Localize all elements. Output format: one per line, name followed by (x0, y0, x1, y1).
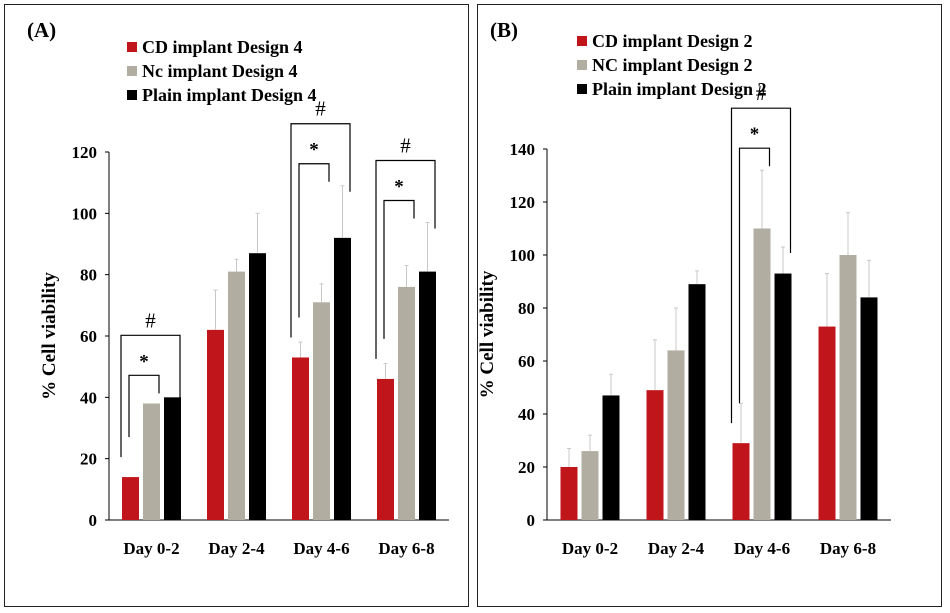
bar-a-0-0 (122, 477, 139, 520)
bracket-hash-b-0 (730, 107, 792, 424)
bar-b-0-3 (818, 326, 836, 520)
bar-b-1-2 (753, 228, 771, 520)
y-tick-label-a-6: 120 (72, 143, 98, 162)
x-tick-label-b-2: Day 4-6 (734, 539, 790, 558)
y-tick-label-b-4: 80 (518, 299, 535, 318)
legend-label-a-0: CD implant Design 4 (142, 37, 303, 57)
bar-b-2-1 (688, 284, 706, 520)
y-tick-label-b-0: 0 (527, 511, 536, 530)
bar-a-1-1 (228, 271, 245, 520)
bar-a-0-1 (207, 329, 224, 520)
bar-b-0-1 (646, 390, 664, 520)
panel-label-a: (A) (27, 18, 56, 42)
y-tick-label-a-1: 20 (80, 450, 97, 469)
y-tick-label-b-2: 40 (518, 405, 535, 424)
chart-b-svg: (B) CD implant Design 2 NC implant Design … (478, 18, 891, 558)
bar-b-2-2 (774, 273, 792, 520)
legend-swatch-b-1 (577, 60, 587, 70)
y-tick-label-a-2: 40 (80, 388, 97, 407)
bracket-hash-a-0 (120, 334, 181, 458)
y-tick-label-a-5: 100 (72, 204, 98, 223)
y-tick-label-a-4: 80 (80, 266, 97, 285)
x-tick-label-a-3: Day 6-8 (378, 539, 434, 558)
bar-b-1-0 (581, 451, 599, 520)
sig-hash-a-2: # (400, 134, 411, 158)
y-tick-label-b-1: 20 (518, 458, 535, 477)
x-tick-label-b-0: Day 0-2 (562, 539, 618, 558)
legend-label-b-1: NC implant Design 2 (592, 55, 753, 75)
legend-label-b-0: CD implant Design 2 (592, 31, 753, 51)
sig-star-a-0: * (139, 351, 149, 372)
legend-swatch-b-2 (577, 84, 587, 94)
x-tick-label-a-0: Day 0-2 (123, 539, 179, 558)
y-tick-label-a-0: 0 (89, 511, 98, 530)
panel-label-b: (B) (490, 18, 518, 42)
legend-label-a-2: Plain implant Design 4 (142, 85, 317, 105)
bar-b-2-3 (860, 297, 878, 520)
bracket-star-a-0 (128, 374, 160, 438)
sig-star-a-2: * (394, 177, 404, 198)
y-tick-label-b-7: 140 (510, 140, 536, 159)
sig-hash-b-0: # (756, 81, 767, 105)
sig-hash-a-1: # (315, 97, 326, 121)
bar-a-2-0 (164, 397, 181, 520)
bar-b-2-0 (602, 395, 620, 520)
bracket-star-a-1 (298, 163, 330, 318)
x-tick-label-a-1: Day 2-4 (208, 539, 265, 558)
y-axis-label-b: % Cell viability (478, 270, 498, 398)
bracket-hash-a-1 (290, 123, 351, 338)
bar-a-0-2 (292, 357, 309, 520)
legend-label-b-2: Plain implant Design 2 (592, 79, 767, 99)
legend-swatch-b-0 (577, 36, 587, 46)
bar-a-1-2 (313, 302, 330, 520)
bar-b-1-3 (839, 255, 857, 520)
y-axis-label-a: % Cell viability (39, 272, 60, 400)
legend-swatch-a-0 (127, 42, 137, 52)
chart-panel-b: (B) CD implant Design 2 NC implant Design … (477, 4, 942, 607)
bar-a-0-3 (377, 378, 394, 520)
x-tick-label-a-2: Day 4-6 (293, 539, 349, 558)
x-tick-label-b-3: Day 6-8 (820, 539, 876, 558)
y-tick-label-b-5: 100 (510, 246, 536, 265)
chart-a-svg: (A) CD implant Design 4 Nc implant Design … (27, 18, 449, 558)
bar-a-2-2 (334, 237, 351, 520)
bar-b-1-1 (667, 350, 685, 520)
y-tick-label-a-3: 60 (80, 327, 97, 346)
sig-hash-a-0: # (145, 308, 156, 332)
bracket-hash-a-2 (375, 159, 436, 359)
x-tick-label-b-1: Day 2-4 (648, 539, 705, 558)
y-tick-label-b-3: 60 (518, 352, 535, 371)
bar-b-0-0 (560, 467, 578, 520)
sig-star-a-1: * (309, 140, 319, 161)
sig-star-b-0: * (750, 124, 760, 145)
legend-swatch-a-2 (127, 90, 137, 100)
bar-a-1-0 (143, 403, 160, 520)
legend-swatch-a-1 (127, 66, 137, 76)
bracket-star-a-2 (383, 199, 415, 339)
bar-a-2-3 (419, 271, 436, 520)
bar-a-1-3 (398, 286, 415, 520)
bar-b-0-2 (732, 443, 750, 520)
bar-a-2-1 (249, 253, 266, 520)
chart-panel-a: (A) CD implant Design 4 Nc implant Design … (4, 4, 469, 607)
bracket-star-b-0 (738, 147, 771, 404)
y-tick-label-b-6: 120 (510, 193, 536, 212)
legend-label-a-1: Nc implant Design 4 (142, 61, 298, 81)
